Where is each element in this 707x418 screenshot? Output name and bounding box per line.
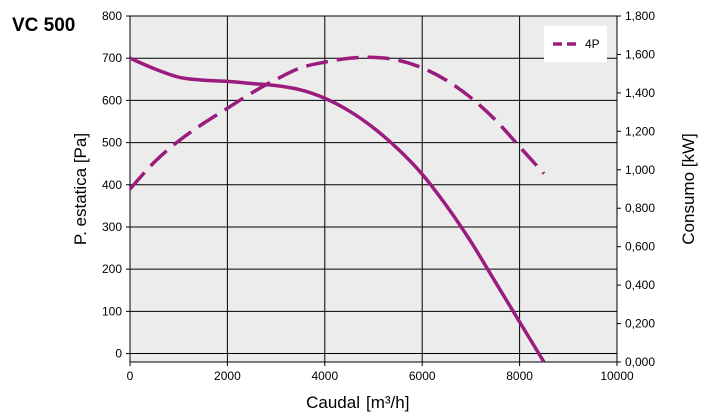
y-right-tick-label: 0,400 bbox=[625, 278, 655, 292]
x-tick-label: 2000 bbox=[214, 369, 241, 383]
y-right-axis-title: Consumo [kW] bbox=[679, 133, 698, 244]
x-axis-ticks: 0 2000 4000 6000 8000 10000 bbox=[127, 362, 634, 383]
y-left-tick-label: 400 bbox=[102, 178, 122, 192]
plot-area bbox=[129, 15, 618, 363]
x-tick-label: 10000 bbox=[600, 369, 634, 383]
x-axis-title: Caudal bbox=[306, 393, 360, 412]
legend-label-4p: 4P bbox=[585, 37, 600, 51]
x-tick-label: 6000 bbox=[409, 369, 436, 383]
series-4p-pressure-line bbox=[129, 56, 546, 363]
y-left-tick-label: 0 bbox=[115, 347, 122, 361]
y-right-tick-label: 1,400 bbox=[625, 86, 655, 100]
legend: 4P bbox=[544, 26, 607, 62]
grid-lines bbox=[130, 16, 617, 362]
y-right-tick-label: 0,200 bbox=[625, 317, 655, 331]
y-right-tick-label: 1,600 bbox=[625, 47, 655, 61]
y-left-tick-label: 500 bbox=[102, 136, 122, 150]
x-axis-unit: [m³/h] bbox=[366, 393, 409, 412]
y-right-tick-label: 0,800 bbox=[625, 201, 655, 215]
x-tick-label: 8000 bbox=[506, 369, 533, 383]
y-right-tick-label: 1,800 bbox=[625, 9, 655, 23]
x-tick-label: 0 bbox=[127, 369, 134, 383]
chart-title: VC 500 bbox=[12, 15, 75, 36]
y-left-tick-label: 600 bbox=[102, 93, 122, 107]
y-right-tick-label: 1,000 bbox=[625, 163, 655, 177]
y-left-tick-label: 700 bbox=[102, 51, 122, 65]
y-left-tick-label: 300 bbox=[102, 220, 122, 234]
y-right-tick-label: 1,200 bbox=[625, 124, 655, 138]
y-right-tick-label: 0,600 bbox=[625, 240, 655, 254]
y-left-tick-label: 100 bbox=[102, 304, 122, 318]
series-layer bbox=[128, 55, 546, 363]
right-axis-ticks: 0,000 0,200 0,400 0,600 0,800 1,000 1,200 1,400… bbox=[617, 9, 655, 369]
y-left-axis-title: P. estatica [Pa] bbox=[71, 133, 90, 245]
left-axis-ticks: 0 100 200 300 400 500 600 700 800 bbox=[102, 9, 130, 361]
y-left-tick-label: 200 bbox=[102, 262, 122, 276]
y-left-tick-label: 800 bbox=[102, 9, 122, 23]
x-tick-label: 4000 bbox=[311, 369, 338, 383]
series-4p-consumo-line bbox=[128, 55, 546, 191]
y-right-tick-label: 0,000 bbox=[625, 355, 655, 369]
